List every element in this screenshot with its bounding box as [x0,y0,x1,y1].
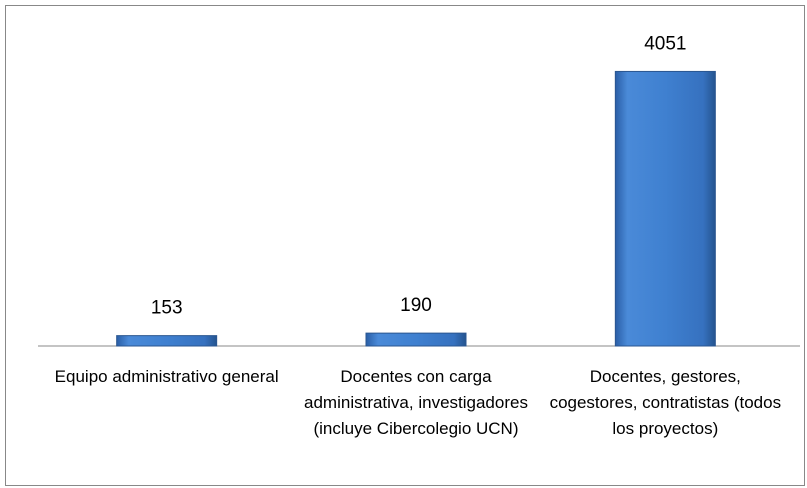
bar [614,70,716,347]
bar [365,332,467,347]
bar [116,335,218,347]
value-label: 4051 [644,33,686,54]
value-label: 153 [151,298,183,319]
x-tick-label: Docentes con carga administrativa, inves… [304,367,528,438]
x-tick-label: Equipo administrativo general [54,367,279,386]
value-label: 190 [400,295,432,316]
chart-border [5,5,805,486]
x-tick-label: Docentes, gestores, cogestores, contrati… [549,367,782,438]
